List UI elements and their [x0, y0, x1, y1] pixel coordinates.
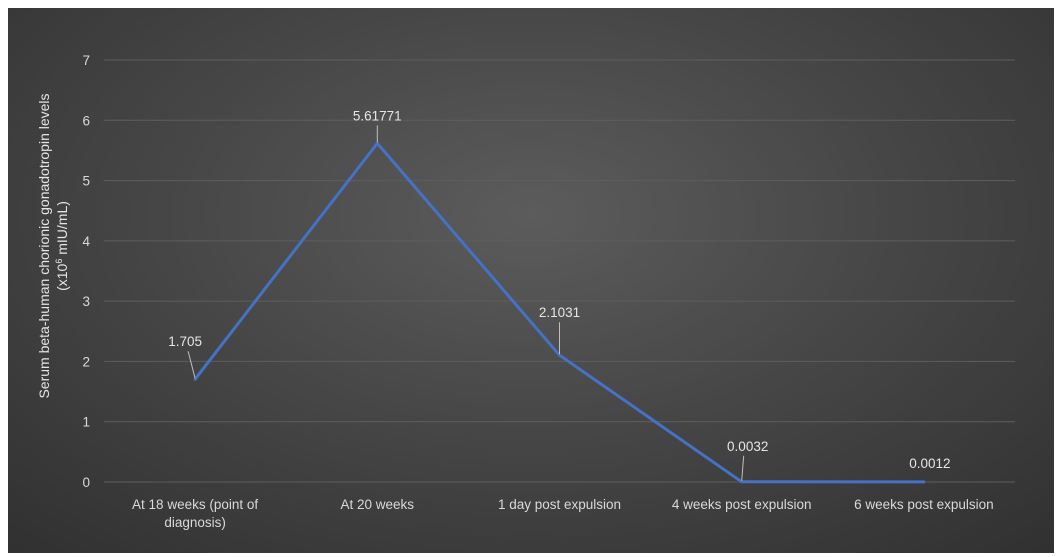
gridlines [104, 59, 1015, 483]
y-tick-label: 1 [82, 415, 90, 430]
data-point [375, 141, 379, 145]
x-category-label: 6 weeks post expulsion [854, 497, 994, 512]
y-tick-label: 5 [82, 174, 90, 189]
x-category-label-line: 6 weeks post expulsion [854, 497, 994, 512]
data-label: 0.0012 [909, 456, 950, 471]
chart-area: 0 1 2 3 4 5 6 7 At 18 weeks (point of diagnosis)… [8, 8, 1054, 553]
data-label: 0.0032 [727, 439, 768, 454]
y-axis-ticks: 0 1 2 3 4 5 6 7 [82, 53, 90, 490]
data-point [558, 353, 561, 357]
y-tick-label: 2 [82, 354, 90, 369]
x-category-label: 1 day post expulsion [498, 497, 621, 512]
y-tick-label: 3 [82, 294, 90, 309]
data-label: 2.1031 [539, 305, 580, 320]
series-line-group [193, 141, 926, 484]
y-axis-unit-suffix: mIU/mL) [54, 201, 70, 259]
line-chart: 0 1 2 3 4 5 6 7 At 18 weeks (point of diagnosis)… [36, 53, 1015, 530]
x-category-label-line: 4 weeks post expulsion [672, 497, 812, 512]
data-label-leader [741, 455, 745, 481]
data-labels: 1.705 5.61771 2.1031 0.0032 0.0012 [168, 108, 951, 481]
data-label: 5.61771 [353, 108, 402, 123]
data-point [193, 377, 197, 381]
y-axis-title-line2: (x106 mIU/mL) [54, 201, 70, 291]
y-axis-title-line1: Serum beta-human chorionic gonadotropin … [36, 93, 52, 398]
y-tick-label: 4 [82, 234, 90, 249]
x-category-label: 4 weeks post expulsion [672, 497, 812, 512]
y-axis-unit-exponent: 6 [54, 259, 64, 264]
data-point [922, 480, 926, 484]
x-category-label-line: At 18 weeks (point of [132, 497, 258, 512]
data-point [740, 480, 744, 484]
x-axis-categories: At 18 weeks (point of diagnosis) At 20 wee… [132, 497, 994, 530]
y-tick-label: 6 [82, 113, 90, 128]
x-category-label: At 18 weeks (point of diagnosis) [132, 497, 258, 530]
y-axis-title: Serum beta-human chorionic gonadotropin … [36, 93, 70, 398]
x-category-label-line: At 20 weeks [341, 497, 415, 512]
data-label: 1.705 [168, 334, 202, 349]
y-tick-label: 7 [82, 53, 90, 68]
data-label-leader [187, 351, 196, 379]
x-category-label-line: 1 day post expulsion [498, 497, 621, 512]
x-category-label: At 20 weeks [341, 497, 415, 512]
x-category-label-line: diagnosis) [164, 515, 226, 530]
y-axis-unit-prefix: (x10 [54, 263, 70, 290]
y-tick-label: 0 [82, 475, 90, 490]
